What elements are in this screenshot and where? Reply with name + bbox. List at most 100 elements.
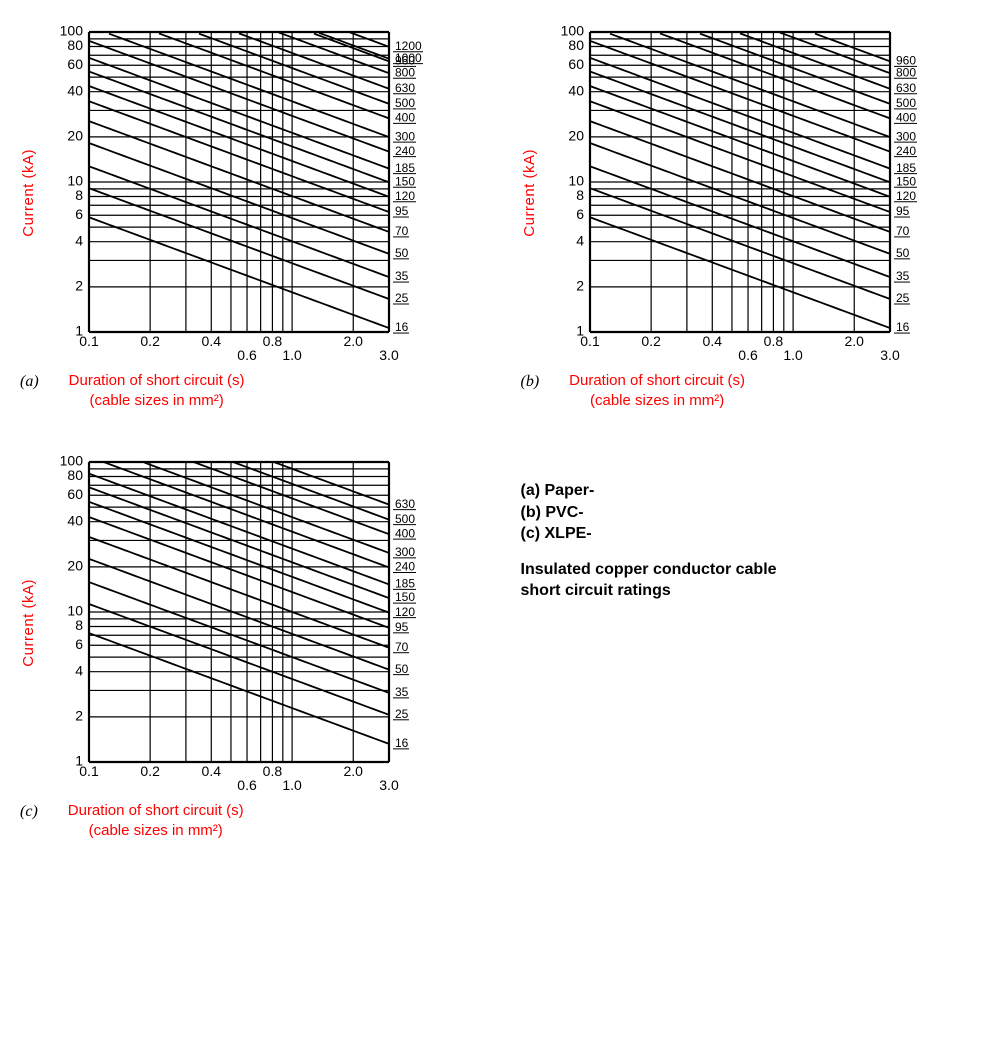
cable-size-label: 25	[896, 291, 910, 305]
svg-text:4: 4	[75, 232, 83, 248]
cable-size-label: 400	[896, 111, 916, 125]
cable-line	[89, 633, 389, 744]
legend-b: (b) PVC-	[521, 502, 982, 524]
cable-size-label: 960	[896, 54, 916, 68]
y-axis-label-c: Current (kA)	[20, 579, 37, 667]
svg-text:20: 20	[67, 128, 83, 144]
svg-text:3.0: 3.0	[379, 347, 399, 360]
cable-line	[590, 217, 890, 328]
svg-text:80: 80	[67, 467, 83, 483]
cable-line	[590, 101, 890, 212]
cable-size-label: 50	[896, 246, 910, 260]
legend-title-2: short circuit ratings	[521, 580, 982, 602]
svg-text:10: 10	[568, 173, 584, 189]
svg-text:10: 10	[67, 603, 83, 619]
legend-title-1: Insulated copper conductor cable	[521, 559, 982, 581]
svg-text:1.0: 1.0	[282, 347, 302, 360]
svg-text:60: 60	[568, 56, 584, 72]
cable-size-label: 300	[395, 545, 415, 559]
cable-line	[89, 474, 389, 585]
chart-svg: 1246810204060801000.10.20.40.60.81.02.03…	[43, 450, 443, 790]
cable-line	[590, 143, 890, 254]
cable-line	[89, 604, 389, 715]
subfig-letter-c: (c)	[20, 803, 38, 821]
cable-size-label: 630	[395, 497, 415, 511]
svg-text:80: 80	[67, 37, 83, 53]
cable-line	[234, 462, 389, 519]
cable-line	[89, 58, 389, 169]
svg-text:4: 4	[75, 662, 83, 678]
svg-text:100: 100	[60, 453, 84, 469]
cable-line	[199, 34, 389, 104]
svg-text:60: 60	[67, 56, 83, 72]
svg-text:0.4: 0.4	[202, 763, 222, 779]
cable-size-label: 120	[395, 189, 415, 203]
svg-text:2.0: 2.0	[344, 763, 364, 779]
legend-block: (a) Paper- (b) PVC- (c) XLPE- Insulated …	[521, 450, 982, 840]
svg-text:0.2: 0.2	[641, 333, 661, 349]
cable-line	[89, 582, 389, 693]
svg-text:4: 4	[576, 232, 584, 248]
svg-text:0.6: 0.6	[237, 347, 257, 360]
panel-b: Current (kA) 1246810204060801000.10.20.4…	[521, 20, 982, 410]
cable-size-label: 95	[395, 204, 409, 218]
svg-text:0.1: 0.1	[79, 333, 99, 349]
cable-size-label: 50	[395, 662, 409, 676]
cable-size-label: 630	[395, 81, 415, 95]
svg-text:80: 80	[568, 37, 584, 53]
cable-line	[89, 537, 389, 648]
cable-line	[89, 101, 389, 212]
figure-grid: Current (kA) 1246810204060801000.10.20.4…	[20, 20, 981, 840]
cable-size-label: 120	[896, 189, 916, 203]
x-axis-label-b-2: (cable sizes in mm²)	[569, 391, 745, 411]
svg-text:6: 6	[75, 636, 83, 652]
svg-text:8: 8	[576, 187, 584, 203]
svg-text:3.0: 3.0	[880, 347, 900, 360]
svg-text:0.6: 0.6	[738, 347, 758, 360]
svg-text:100: 100	[560, 23, 584, 39]
svg-text:2: 2	[576, 278, 584, 294]
svg-text:6: 6	[576, 206, 584, 222]
svg-text:0.2: 0.2	[140, 333, 160, 349]
cable-size-label: 35	[395, 269, 409, 283]
cable-size-label: 95	[395, 620, 409, 634]
cable-size-label: 185	[896, 161, 916, 175]
cable-size-label: 500	[395, 96, 415, 110]
svg-text:2.0: 2.0	[344, 333, 364, 349]
x-axis-label-b-1: Duration of short circuit (s)	[569, 371, 745, 391]
cable-line	[89, 517, 389, 628]
y-axis-label-b: Current (kA)	[521, 149, 538, 237]
cable-size-label: 630	[896, 81, 916, 95]
cable-size-label: 185	[395, 577, 415, 591]
cable-line	[89, 143, 389, 254]
cable-line	[89, 217, 389, 328]
chart-c-container: 1246810204060801000.10.20.40.60.81.02.03…	[43, 450, 443, 795]
panel-c: Current (kA) 1246810204060801000.10.20.4…	[20, 450, 481, 840]
svg-text:10: 10	[67, 173, 83, 189]
svg-text:0.4: 0.4	[702, 333, 722, 349]
x-axis-label-c-2: (cable sizes in mm²)	[68, 821, 244, 841]
svg-text:0.6: 0.6	[237, 777, 257, 790]
svg-text:40: 40	[67, 82, 83, 98]
cable-size-label: 150	[395, 590, 415, 604]
cable-size-label: 400	[395, 526, 415, 540]
svg-text:20: 20	[568, 128, 584, 144]
legend-c: (c) XLPE-	[521, 523, 982, 545]
cable-size-label: 120	[395, 605, 415, 619]
cable-size-label: 95	[896, 204, 910, 218]
cable-line	[109, 34, 389, 137]
svg-text:40: 40	[568, 82, 584, 98]
cable-size-label: 300	[896, 129, 916, 143]
chart-svg: 1246810204060801000.10.20.40.60.81.02.03…	[43, 20, 443, 360]
subfig-letter-b: (b)	[521, 373, 540, 391]
svg-text:100: 100	[60, 23, 84, 39]
svg-text:1.0: 1.0	[282, 777, 302, 790]
cable-size-label: 240	[896, 144, 916, 158]
cable-size-label: 240	[395, 144, 415, 158]
svg-text:6: 6	[75, 206, 83, 222]
cable-size-label: 70	[395, 640, 409, 654]
svg-text:2: 2	[75, 278, 83, 294]
cable-size-label: 185	[395, 161, 415, 175]
cable-size-label: 1200	[395, 39, 422, 53]
cable-line	[740, 33, 890, 88]
